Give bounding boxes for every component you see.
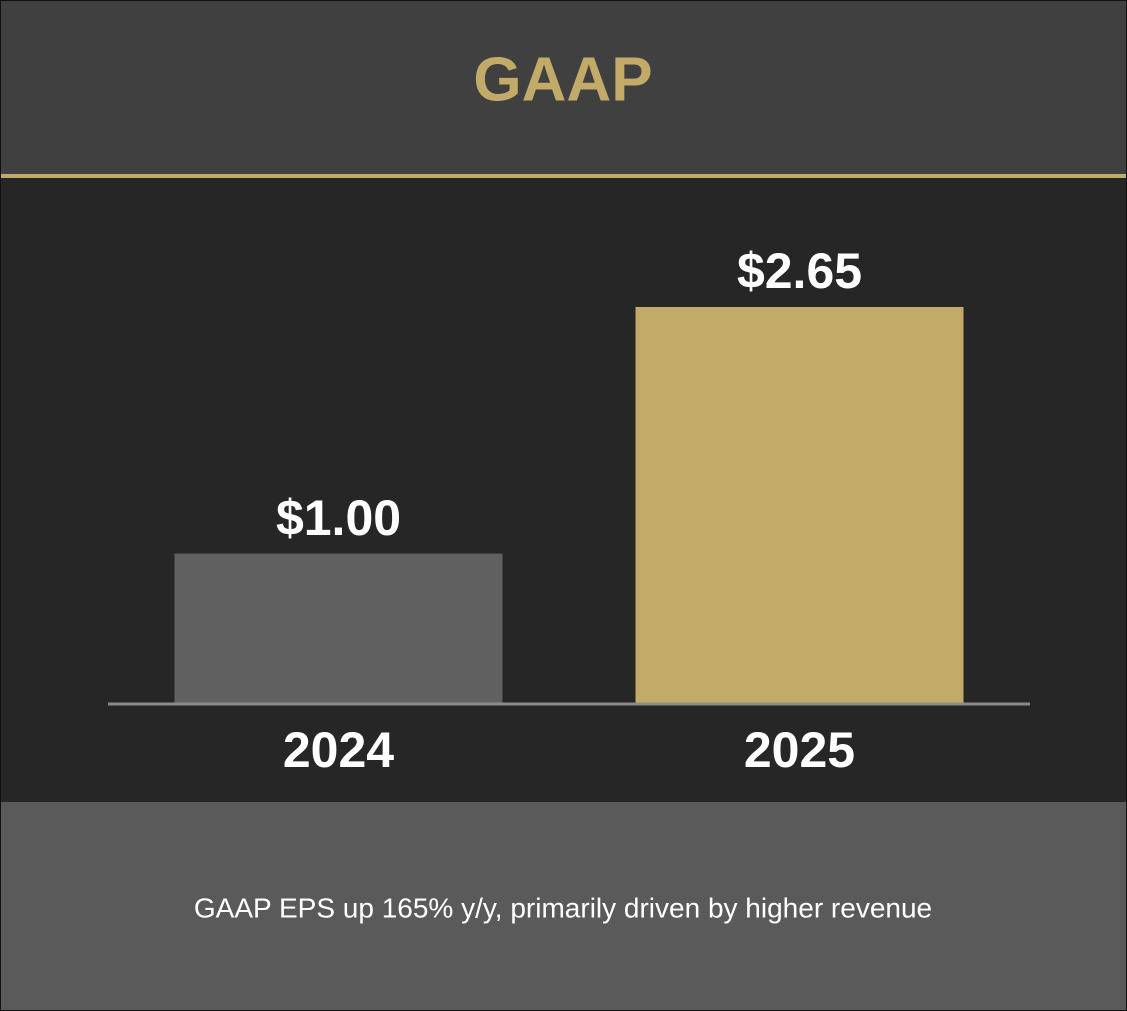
x-tick-label: 2024 [283, 722, 394, 778]
annotation: GAAP EPS up 165% y/y, primarily driven b… [194, 892, 932, 923]
value-label: $2.65 [737, 243, 862, 299]
bar [174, 553, 503, 703]
x-tick-label: 2025 [744, 722, 855, 778]
value-label: $1.00 [276, 490, 401, 546]
header-band [0, 0, 1127, 175]
header-rule [0, 174, 1127, 178]
chart-title: GAAP [473, 45, 652, 114]
footer-band [0, 802, 1127, 1011]
bar [635, 307, 964, 703]
